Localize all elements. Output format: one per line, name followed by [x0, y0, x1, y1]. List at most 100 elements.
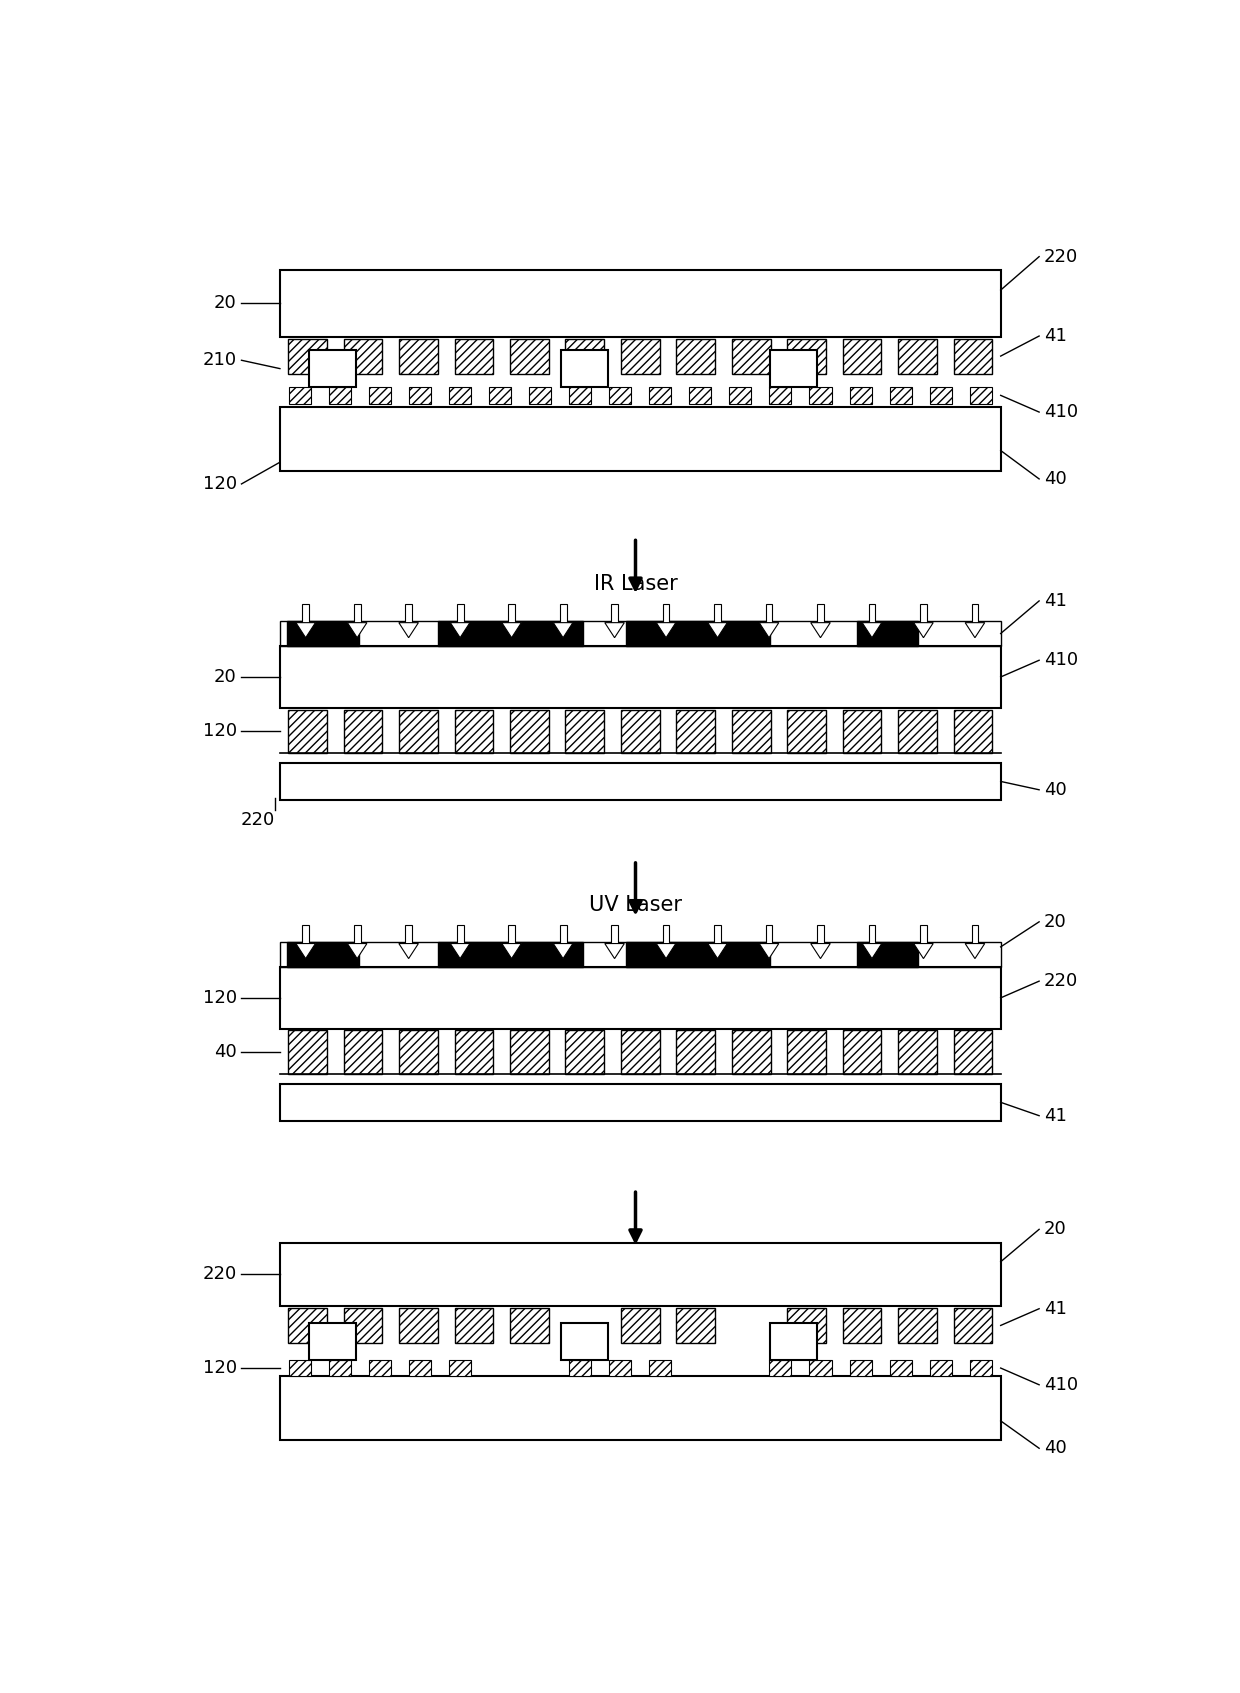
- Bar: [288, 1031, 327, 1073]
- Bar: [621, 709, 660, 753]
- Bar: [662, 604, 670, 623]
- Bar: [849, 1359, 872, 1376]
- Bar: [343, 1031, 382, 1073]
- Bar: [560, 350, 608, 388]
- Bar: [280, 647, 1001, 708]
- Bar: [732, 709, 770, 753]
- Bar: [650, 1359, 671, 1376]
- Polygon shape: [708, 943, 728, 958]
- Bar: [329, 1359, 351, 1376]
- Bar: [508, 604, 515, 623]
- Bar: [280, 941, 1001, 967]
- Polygon shape: [553, 623, 573, 638]
- Bar: [770, 388, 791, 403]
- Bar: [817, 604, 823, 623]
- Polygon shape: [347, 623, 367, 638]
- Polygon shape: [399, 623, 418, 638]
- Polygon shape: [347, 943, 367, 958]
- Bar: [405, 924, 412, 943]
- Bar: [409, 1359, 432, 1376]
- Bar: [930, 1359, 951, 1376]
- Polygon shape: [502, 943, 521, 958]
- Bar: [455, 709, 494, 753]
- Bar: [569, 1359, 591, 1376]
- Bar: [650, 388, 671, 403]
- Text: 41: 41: [1044, 327, 1066, 345]
- Text: 120: 120: [202, 723, 237, 740]
- Bar: [370, 388, 391, 403]
- Polygon shape: [759, 623, 779, 638]
- Polygon shape: [914, 623, 934, 638]
- Bar: [689, 388, 712, 403]
- Bar: [353, 924, 361, 943]
- Polygon shape: [914, 943, 934, 958]
- Bar: [732, 1031, 770, 1073]
- Bar: [456, 924, 464, 943]
- Polygon shape: [605, 623, 625, 638]
- Bar: [817, 924, 823, 943]
- Bar: [280, 1243, 1001, 1307]
- Bar: [569, 388, 591, 403]
- Bar: [611, 924, 618, 943]
- Polygon shape: [759, 943, 779, 958]
- Bar: [787, 1031, 826, 1073]
- Bar: [676, 1309, 715, 1343]
- Bar: [609, 388, 631, 403]
- Bar: [565, 709, 604, 753]
- Bar: [280, 967, 1001, 1029]
- Bar: [399, 1031, 438, 1073]
- Bar: [889, 1359, 911, 1376]
- Bar: [810, 1359, 832, 1376]
- Bar: [343, 339, 382, 374]
- Bar: [954, 339, 992, 374]
- Bar: [565, 1031, 604, 1073]
- Bar: [280, 621, 1001, 647]
- Text: 20: 20: [1044, 1221, 1066, 1238]
- Bar: [309, 1322, 356, 1359]
- Bar: [288, 941, 360, 967]
- Bar: [399, 709, 438, 753]
- Polygon shape: [811, 623, 831, 638]
- Bar: [676, 1031, 715, 1073]
- Bar: [280, 406, 1001, 471]
- Bar: [843, 1309, 882, 1343]
- Bar: [508, 924, 515, 943]
- Bar: [489, 388, 511, 403]
- Bar: [559, 924, 567, 943]
- Bar: [303, 604, 309, 623]
- Bar: [857, 941, 918, 967]
- Bar: [971, 604, 978, 623]
- Text: 410: 410: [1044, 403, 1078, 422]
- Bar: [280, 764, 1001, 799]
- Text: 120: 120: [202, 476, 237, 493]
- Text: 120: 120: [202, 1359, 237, 1376]
- Polygon shape: [296, 943, 315, 958]
- Text: 410: 410: [1044, 652, 1078, 669]
- Bar: [449, 1359, 471, 1376]
- Bar: [732, 339, 770, 374]
- Bar: [370, 1359, 391, 1376]
- Polygon shape: [296, 623, 315, 638]
- Bar: [280, 1376, 1001, 1441]
- Bar: [676, 339, 715, 374]
- Text: 40: 40: [1044, 780, 1066, 799]
- Bar: [954, 1309, 992, 1343]
- Bar: [289, 1359, 311, 1376]
- Bar: [810, 388, 832, 403]
- Bar: [843, 709, 882, 753]
- Polygon shape: [656, 943, 676, 958]
- Bar: [621, 1031, 660, 1073]
- Bar: [565, 339, 604, 374]
- Bar: [621, 339, 660, 374]
- Bar: [405, 604, 412, 623]
- Bar: [456, 604, 464, 623]
- Bar: [662, 924, 670, 943]
- Text: 41: 41: [1044, 1300, 1066, 1317]
- Bar: [626, 941, 770, 967]
- Bar: [898, 339, 937, 374]
- Text: 410: 410: [1044, 1376, 1078, 1393]
- Bar: [439, 621, 583, 647]
- Bar: [971, 924, 978, 943]
- Bar: [559, 604, 567, 623]
- Bar: [455, 1031, 494, 1073]
